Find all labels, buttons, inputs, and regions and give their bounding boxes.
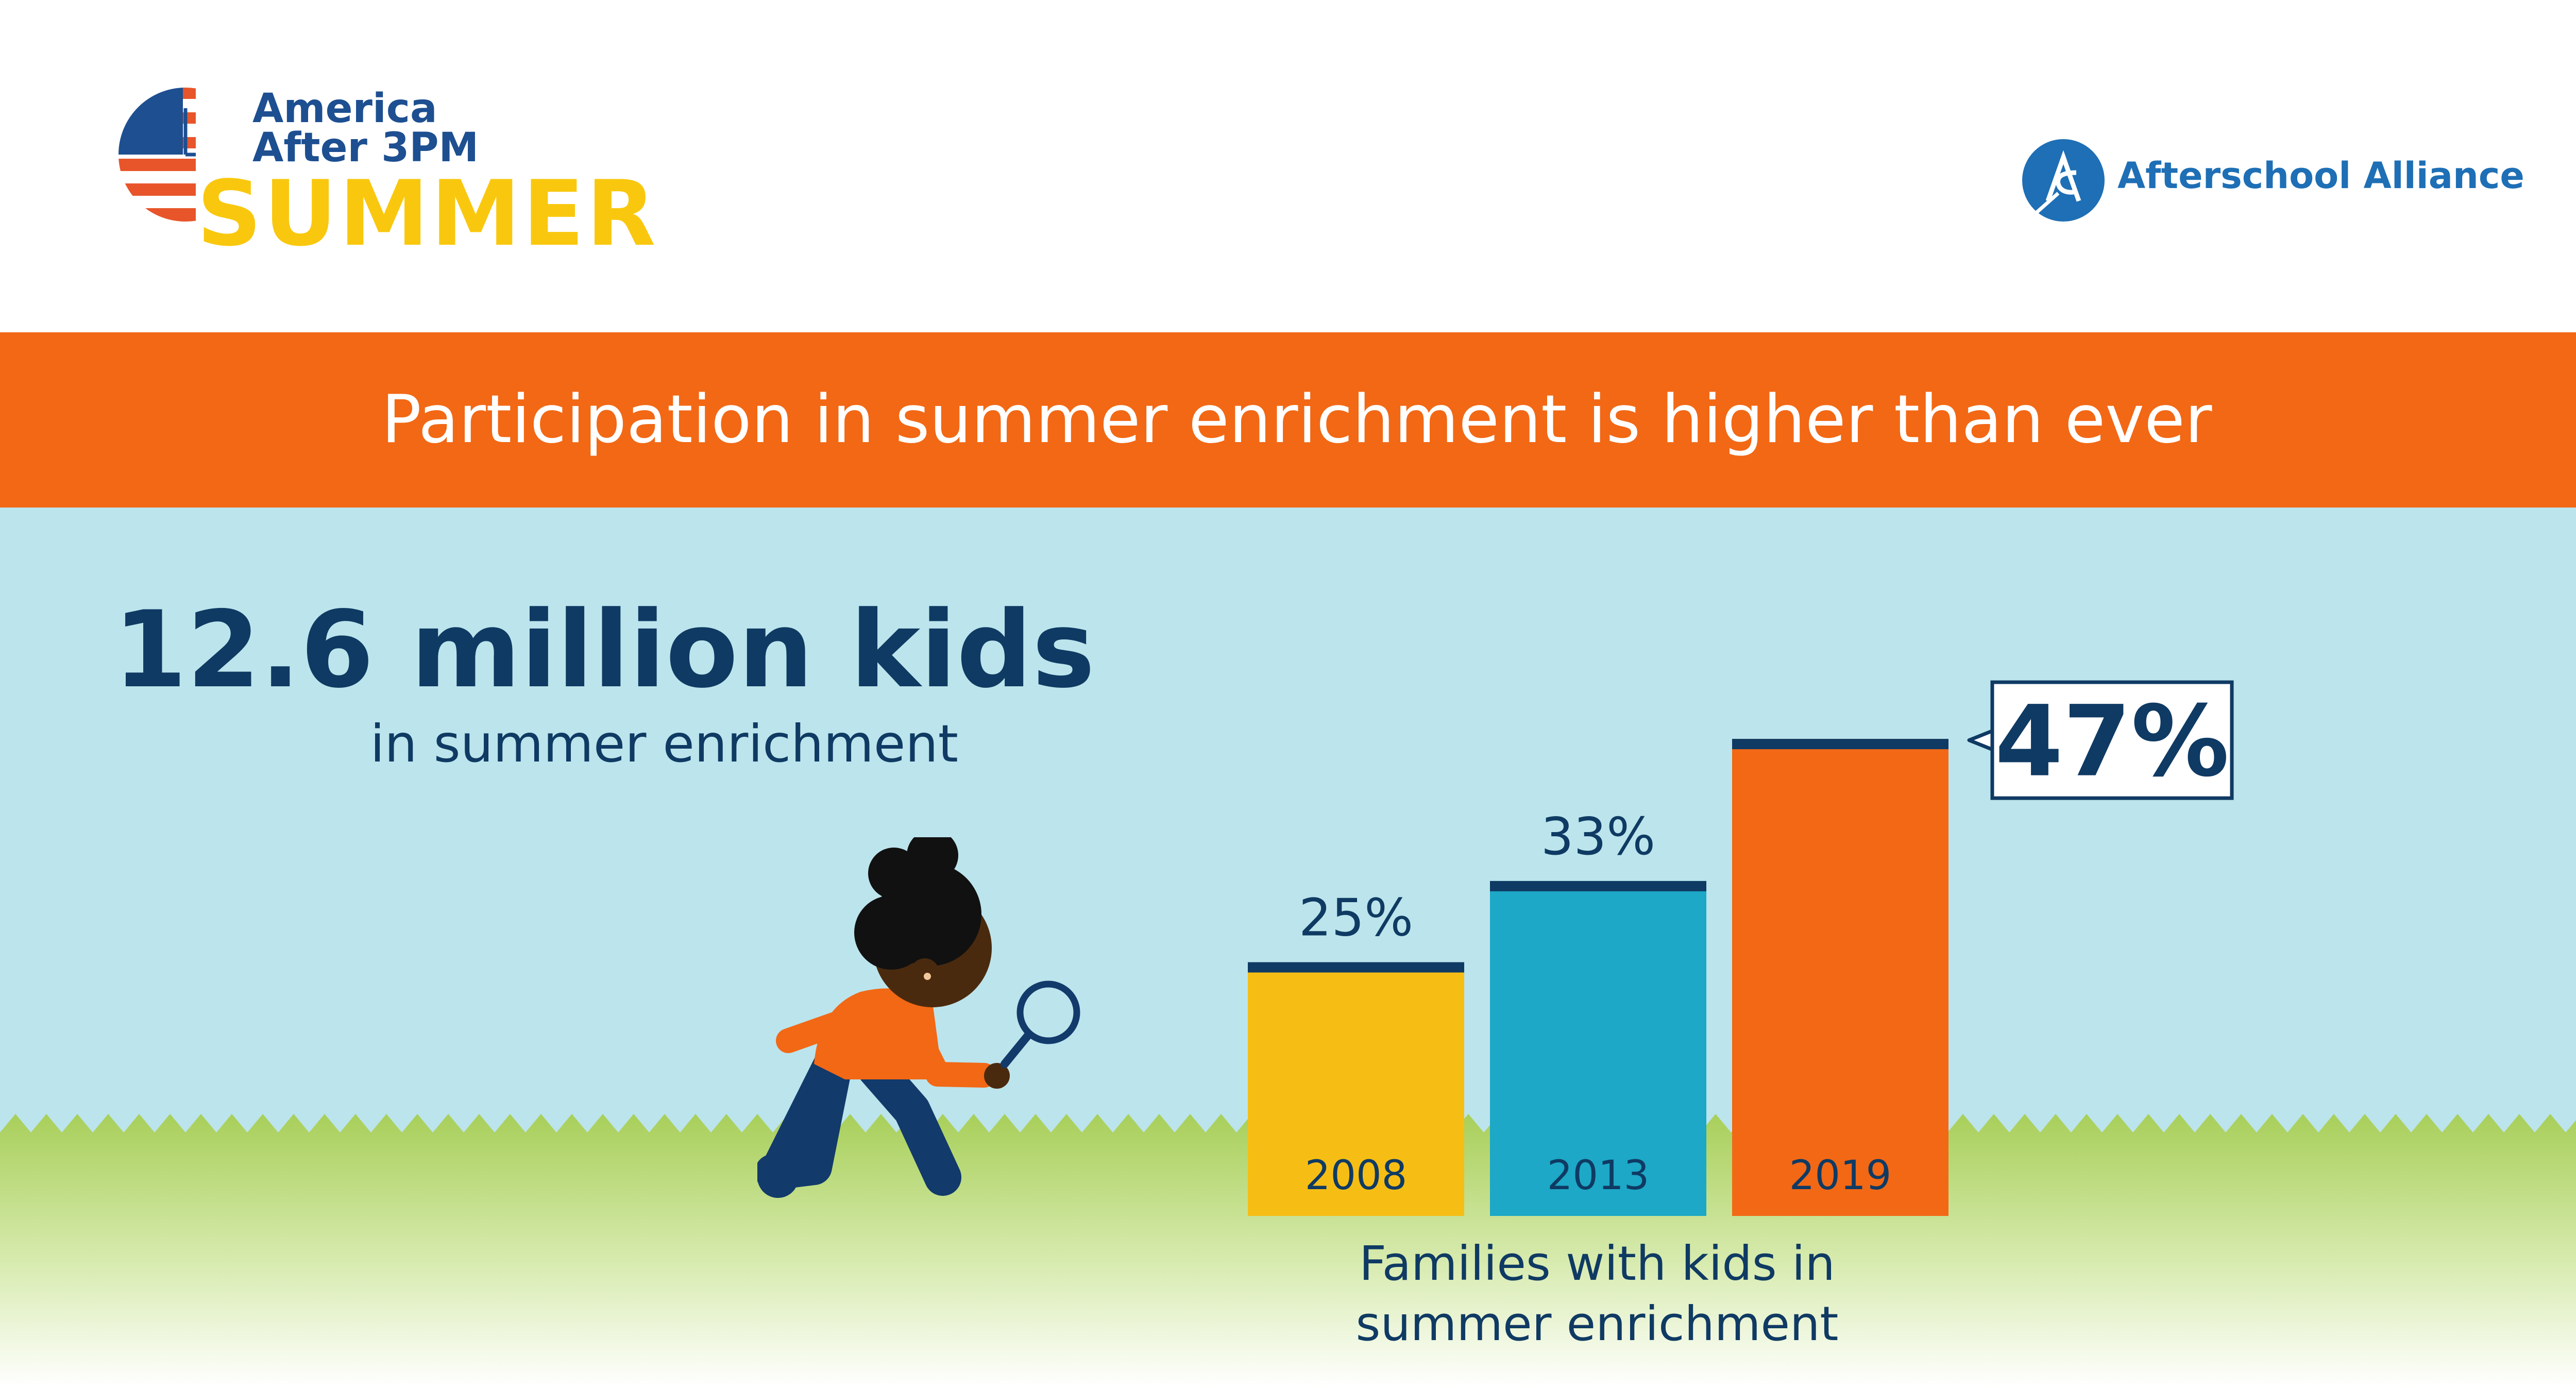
value-label-2019: 47% [1995,685,2229,799]
chart-scene: 12.6 million kids in summer enrichment 2… [0,508,2576,1387]
chart-caption-line2: summer enrichment [1355,1296,1839,1351]
america-after-3pm-summer-logo: America After 3PM SUMMER [113,77,706,268]
header: America After 3PM SUMMER Afterschool All… [0,0,2576,332]
bar-cap-2008 [1248,962,1464,973]
enrichment-bar-chart: 2008 25% 2013 33% 2019 47% [1248,680,2234,1216]
flag-globe-icon [118,88,196,222]
child-with-magnifying-glass-illustration [757,837,1080,1198]
category-label-2008: 2008 [1305,1153,1408,1199]
bar-cap-2013 [1490,881,1706,891]
value-label-2013: 33% [1541,806,1655,867]
afterschool-alliance-logo: Afterschool Alliance [2020,137,2524,229]
chart-caption: Families with kids in summer enrichment [1288,1234,1906,1355]
value-label-2008: 25% [1299,888,1413,948]
alliance-emblem-icon [2022,139,2105,222]
value-callout-box [1990,680,2234,800]
bar-cap-2019 [1732,739,1948,750]
bars-layer: 2008 25% 2013 33% 2019 47% [1248,680,2234,1216]
bar-2008 [1248,962,1464,1216]
category-label-2019: 2019 [1789,1153,1892,1199]
alliance-name: Afterschool Alliance [2117,155,2524,197]
logo-text-after-3pm: After 3PM [252,125,479,171]
chart-caption-line1: Families with kids in [1359,1236,1835,1291]
bar-2013 [1490,881,1706,1216]
logo-text-summer: SUMMER [197,162,658,266]
banner-title: Participation in summer enrichment is hi… [381,381,2212,458]
headline-caption: in summer enrichment [370,714,958,774]
headline-stat: 12.6 million kids [113,589,1095,712]
title-banner: Participation in summer enrichment is hi… [0,332,2576,508]
category-label-2013: 2013 [1547,1153,1650,1199]
value-callout-pointer [1967,729,1993,751]
logo-text-america: America [252,86,437,132]
bar-2019 [1732,739,1948,1216]
